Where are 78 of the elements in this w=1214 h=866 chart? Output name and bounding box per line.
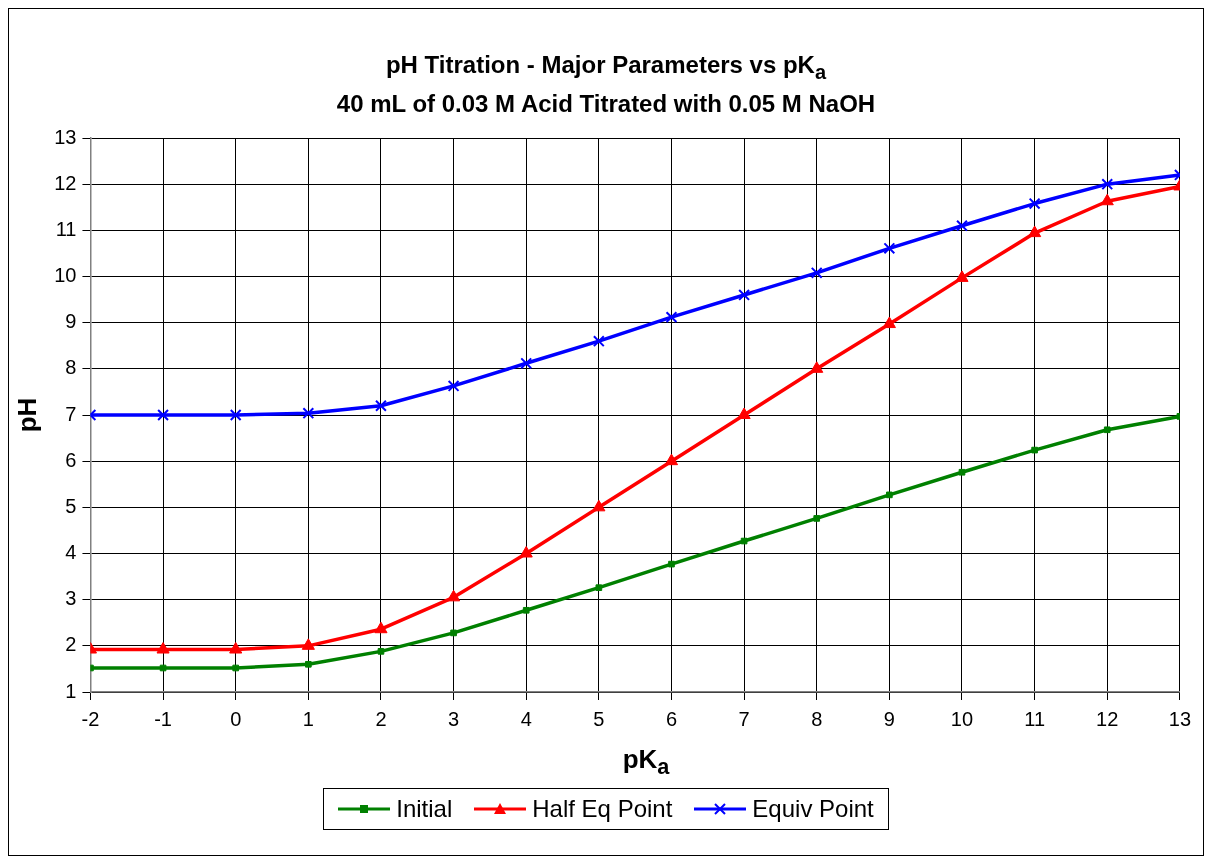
x-tick-label: 2 [375,707,387,730]
point [1031,446,1038,454]
point [450,629,457,637]
point [1100,193,1114,206]
point [229,641,243,654]
point [519,545,533,558]
point [668,560,675,568]
point [520,357,533,370]
legend-label: Initial [395,794,453,823]
point [156,641,170,654]
point [305,660,312,668]
legend-label: Equiv Point [751,794,874,823]
point [956,219,968,232]
x-tick-label: -1 [154,707,172,730]
point [1101,178,1114,190]
x-tick-label: 13 [1168,707,1191,730]
point [232,664,240,672]
y-axis-title: pH [11,397,42,433]
point [595,584,603,591]
chart-subtitle: 40 mL of 0.03 M Acid Titrated with 0.05 M NaOH [335,88,877,119]
point [375,399,387,412]
point [1028,225,1042,237]
x-tick-label: 9 [883,707,895,730]
point [301,638,315,650]
x-tick-label: -2 [81,707,100,730]
point [592,499,606,512]
x-tick-label: 3 [448,707,460,730]
x-tick-label: 4 [520,707,532,730]
point [955,270,969,282]
y-tick-label: 1 [65,679,77,702]
point [740,537,748,545]
point [377,647,385,655]
x-tick-label: 10 [950,707,974,730]
point [737,407,751,419]
point [159,664,167,672]
point [1028,197,1041,210]
y-tick-label: 2 [65,633,77,656]
y-tick-label: 9 [65,309,77,332]
point [522,606,530,614]
point [664,453,679,465]
point [1103,426,1111,433]
x-tick-label: 8 [811,707,823,730]
point [447,589,461,602]
point [882,316,896,328]
point [447,379,460,392]
y-tick-label: 7 [65,402,77,425]
x-tick-label: 7 [738,707,750,730]
x-tick-label: 1 [302,707,314,730]
x-tick-label: 5 [593,707,605,730]
point [958,468,966,476]
point [738,288,751,301]
point [810,266,823,279]
y-tick-label: 4 [65,540,77,563]
y-tick-label: 10 [54,263,77,286]
y-tick-label: 12 [54,171,77,194]
y-tick-label: 5 [65,494,77,517]
point [813,514,821,522]
point [592,334,605,347]
legend-label: Half Eq Point [531,794,673,823]
chart-title: pH Titration - Major Parameters vs pK$_{a}$ [384,50,828,85]
point [810,361,824,373]
y-tick-label: 6 [65,448,77,471]
point [886,491,893,498]
y-tick-label: 11 [55,217,77,240]
x-axis-title: pK$_{a}$ [621,743,671,780]
x-tick-label: 11 [1024,707,1045,730]
point [229,408,242,421]
point [302,407,315,419]
point [157,408,170,421]
x-tick-label: 6 [665,707,678,730]
x-tick-label: 0 [230,707,242,730]
point [883,242,896,255]
y-tick-label: 8 [65,356,77,379]
y-tick-label: 13 [54,125,77,148]
point [665,310,678,323]
point [374,621,388,634]
y-tick-label: 3 [65,586,77,609]
x-tick-label: 12 [1096,707,1119,730]
